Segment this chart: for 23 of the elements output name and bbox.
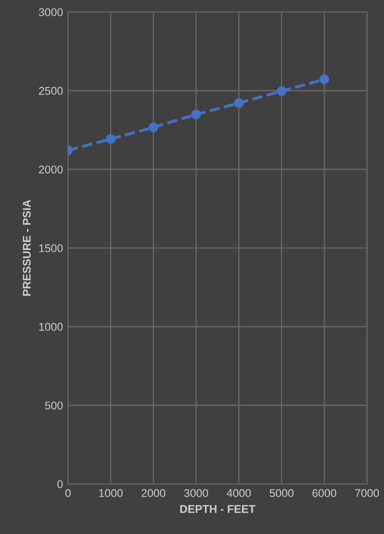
y-axis-title: PRESSURE - PSIA — [22, 200, 31, 296]
x-tick-label: 7000 — [355, 489, 379, 498]
y-tick-label: 2500 — [38, 86, 63, 95]
x-tick-label: 4000 — [226, 489, 251, 498]
x-axis-title: DEPTH - FEET — [180, 505, 256, 513]
x-tick-label: 3000 — [184, 489, 208, 498]
point — [234, 98, 244, 108]
point — [276, 86, 286, 96]
y-tick-label: 500 — [45, 402, 63, 410]
point — [319, 74, 330, 84]
y-tick-label: 3000 — [38, 8, 63, 16]
x-tick-label: 1000 — [99, 489, 123, 498]
x-tick-label: 6000 — [312, 489, 336, 498]
x-tick-label: 2000 — [142, 489, 166, 498]
point — [148, 122, 158, 132]
y-tick-label: 0 — [57, 480, 63, 488]
point — [191, 110, 202, 120]
y-tick-label: 2000 — [38, 166, 63, 174]
y-tick-label: 1500 — [39, 244, 63, 252]
point — [106, 134, 116, 144]
x-tick-label: 5000 — [270, 489, 294, 498]
y-tick-label: 1000 — [39, 322, 63, 331]
x-tick-label: 0 — [65, 489, 71, 498]
